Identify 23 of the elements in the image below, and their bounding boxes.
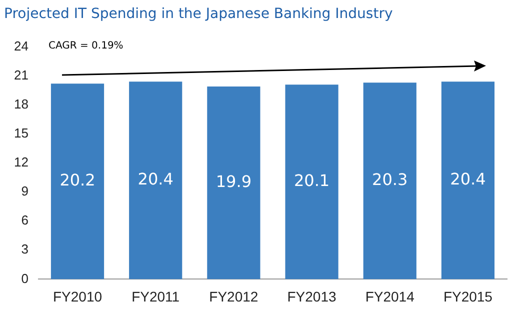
y-tick-label: 12 bbox=[14, 154, 28, 170]
y-tick-label: 21 bbox=[14, 67, 28, 82]
x-tick-label: FY2010 bbox=[52, 288, 102, 304]
y-tick-label: 18 bbox=[14, 96, 28, 112]
x-tick-label: FY2011 bbox=[132, 288, 180, 304]
y-tick-label: 9 bbox=[21, 184, 28, 199]
y-tick-label: 6 bbox=[21, 212, 28, 228]
data-label: 20.4 bbox=[138, 170, 174, 189]
data-label: 20.1 bbox=[294, 171, 330, 190]
data-label: 20.3 bbox=[372, 170, 408, 190]
y-tick-label: 15 bbox=[14, 126, 28, 141]
data-label: 20.4 bbox=[450, 170, 486, 189]
y-tick-label: 24 bbox=[14, 38, 28, 54]
x-tick-label: FY2012 bbox=[209, 288, 258, 304]
x-tick-label: FY2013 bbox=[287, 288, 336, 304]
y-tick-label: 0 bbox=[21, 270, 28, 286]
x-tick-label: FY2014 bbox=[365, 288, 415, 304]
data-label: 19.9 bbox=[216, 172, 252, 192]
annotation: CAGR = 0.19% bbox=[48, 40, 124, 52]
y-tick-label: 3 bbox=[21, 242, 28, 257]
data-label: 20.2 bbox=[60, 170, 96, 190]
chart-title: Projected IT Spending in the Japanese Banking Industry bbox=[4, 6, 393, 22]
x-tick-label: FY2015 bbox=[443, 288, 493, 304]
